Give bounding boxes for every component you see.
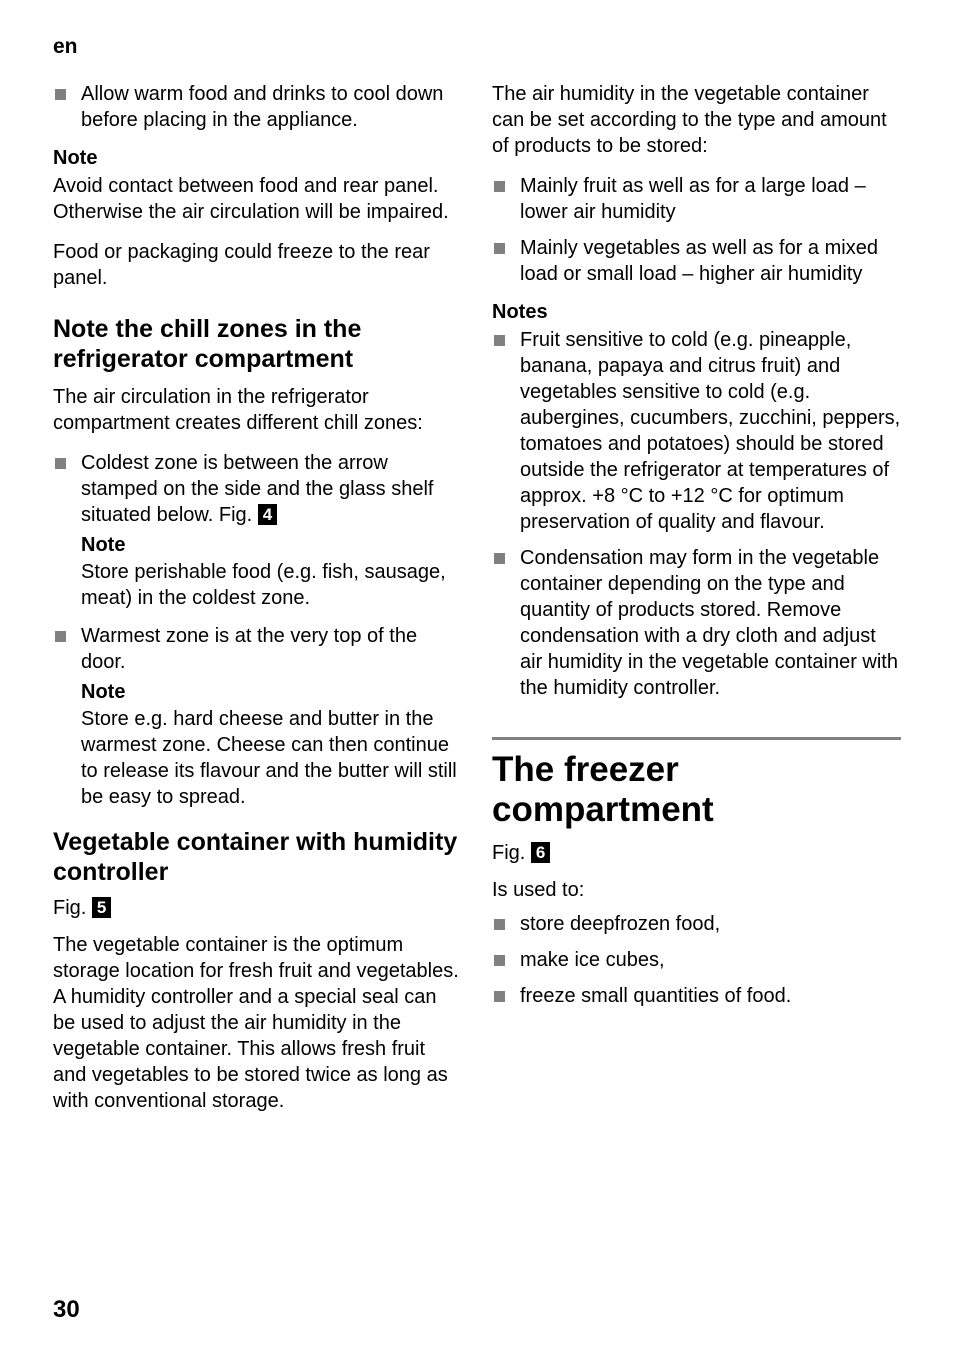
chill-zones-list-2: Warmest zone is at the very top of the d… (53, 623, 462, 675)
left-column: Allow warm food and drinks to cool down … (53, 81, 462, 1114)
figure-prefix: Fig. (492, 842, 531, 864)
figure-line: Fig. 6 (492, 842, 901, 865)
section-heading-vegetable: Vegetable container with humidity contro… (53, 828, 462, 887)
section-heading-chill-zones: Note the chill zones in the refrigerator… (53, 315, 462, 374)
figure-line: Fig. 5 (53, 897, 462, 920)
notes-list: Fruit sensitive to cold (e.g. pineapple,… (492, 327, 901, 701)
humidity-intro-text: The air humidity in the vegetable contai… (492, 81, 901, 159)
figure-prefix: Fig. (53, 897, 92, 919)
note-text: Food or packaging could freeze to the re… (53, 239, 462, 291)
note-block: Note Avoid contact between food and rear… (53, 147, 462, 291)
used-intro-text: Is used to: (492, 877, 901, 903)
list-item: Warmest zone is at the very top of the d… (53, 623, 462, 675)
list-item: Coldest zone is between the arrow stampe… (53, 450, 462, 528)
notes-heading: Notes (492, 301, 901, 324)
note-heading: Note (81, 534, 462, 557)
note-heading: Note (53, 147, 462, 170)
list-item: freeze small quantities of food. (492, 983, 901, 1009)
figure-ref-icon: 4 (258, 504, 277, 525)
right-column: The air humidity in the vegetable contai… (492, 81, 901, 1114)
list-item: Allow warm food and drinks to cool down … (53, 81, 462, 133)
list-item: Mainly fruit as well as for a large load… (492, 173, 901, 225)
figure-ref-icon: 5 (92, 897, 111, 918)
page-header-lang: en (53, 35, 901, 59)
content-columns: Allow warm food and drinks to cool down … (53, 81, 901, 1114)
note-text: Store perishable food (e.g. fish, sausag… (81, 559, 462, 611)
figure-ref-icon: 6 (531, 842, 550, 863)
page-number: 30 (53, 1296, 80, 1324)
note-heading: Note (81, 681, 462, 704)
sub-note-block: Note Store perishable food (e.g. fish, s… (53, 534, 462, 611)
list-item: make ice cubes, (492, 947, 901, 973)
list-item: Condensation may form in the vegetable c… (492, 545, 901, 701)
note-text: Avoid contact between food and rear pane… (53, 173, 462, 225)
chill-zones-list: Coldest zone is between the arrow stampe… (53, 450, 462, 528)
humidity-list: Mainly fruit as well as for a large load… (492, 173, 901, 287)
vegetable-paragraph: The vegetable container is the optimum s… (53, 932, 462, 1114)
list-item: store deepfrozen food, (492, 911, 901, 937)
chill-intro-text: The air circulation in the refrigerator … (53, 384, 462, 436)
uses-list: store deepfrozen food, make ice cubes, f… (492, 911, 901, 1009)
sub-note-block: Note Store e.g. hard cheese and butter i… (53, 681, 462, 810)
list-item: Mainly vegetables as well as for a mixed… (492, 235, 901, 287)
section-divider (492, 737, 901, 740)
chapter-heading-freezer: The freezer compartment (492, 750, 901, 830)
note-text: Store e.g. hard cheese and butter in the… (81, 706, 462, 810)
list-item: Fruit sensitive to cold (e.g. pineapple,… (492, 327, 901, 535)
top-bullet-list: Allow warm food and drinks to cool down … (53, 81, 462, 133)
